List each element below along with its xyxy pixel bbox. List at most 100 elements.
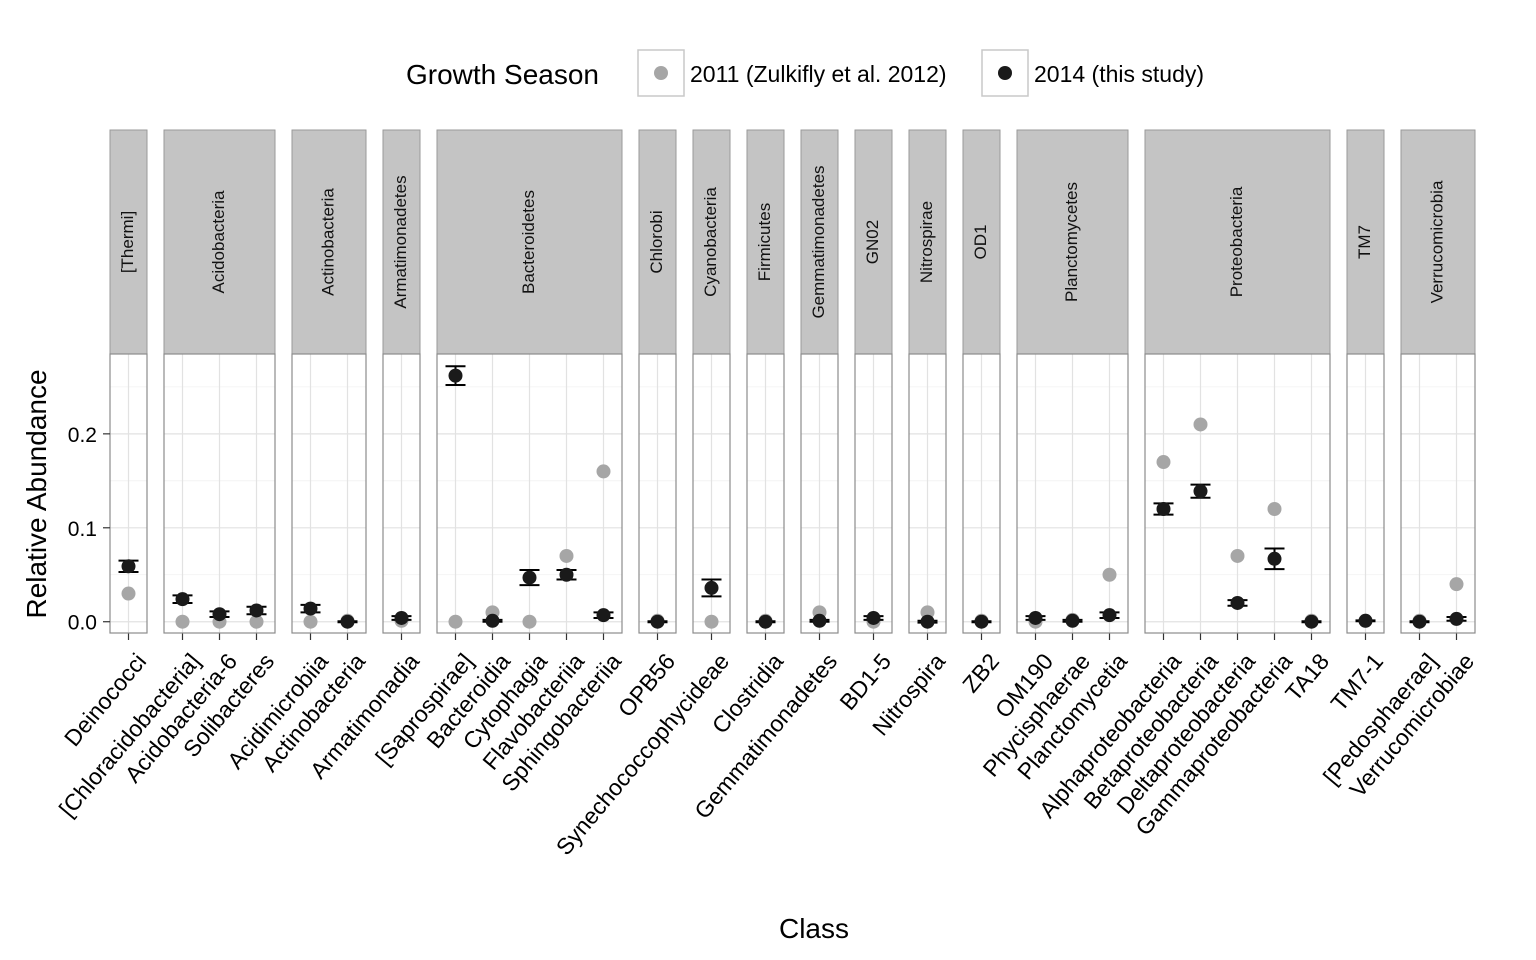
facet-panel: OD1 ZB2 [957,129,1004,697]
facet-strip [854,129,893,355]
point-2014 [1358,613,1373,628]
point-2011 [522,614,537,629]
facet-strip-label: Acidobacteria [209,190,228,294]
point-2014 [1304,614,1319,629]
panel-background [292,354,366,633]
panel-border [382,353,421,634]
facet-panel: [Thermi]Deinococci [59,129,151,751]
point-2014 [866,610,881,625]
point-2014 [1156,502,1171,516]
point-2014 [758,614,773,629]
legend-dot-2011 [654,66,668,80]
point-2014 [448,368,463,383]
facet-strip [908,129,947,355]
panel-border [908,353,947,634]
y-tick-label: 0.1 [68,518,97,541]
point-2014 [920,614,935,629]
facet-strip-label: Armatimonadetes [391,175,410,308]
facet-strip-label: OD1 [971,225,990,260]
point-2011 [1267,502,1282,516]
point-2014 [485,613,500,628]
facet-strip-label: Bacteroidetes [519,190,538,294]
point-2011 [704,614,719,629]
panel-border [291,353,367,634]
point-2014 [249,603,264,618]
point-2014 [1028,610,1043,625]
point-2011 [448,614,463,629]
facet-strip [382,129,421,355]
facet-strip-label: Nitrospirae [917,201,936,283]
y-tick-label: 0.2 [68,424,97,447]
point-2014 [175,592,190,607]
point-2011 [1102,567,1117,582]
legend-title: Growth Season [406,59,599,90]
facet-strip-label: Actinobacteria [318,188,337,296]
point-2011 [1156,455,1171,470]
point-2014 [596,608,611,623]
facet-strip-label: Planctomycetes [1062,182,1081,302]
point-2011 [175,614,190,629]
point-2011 [559,548,574,563]
point-2011 [596,464,611,479]
point-2014 [121,559,136,574]
facet-strip-label: Gemmatimonadetes [809,165,828,318]
legend-label-2014: 2014 (this study) [1034,61,1204,87]
panel-border [1144,353,1331,634]
point-2011 [1230,548,1245,563]
facet-strip [1016,129,1129,355]
panel-border [1400,353,1476,634]
point-2014 [1230,595,1245,610]
point-2011 [249,614,264,629]
panel-border [163,353,276,634]
facet-strip [436,129,623,355]
panel-border [746,353,785,634]
point-2011 [121,586,136,601]
facet-panels: [Thermi]DeinococciAcidobacteria[Chloraci… [54,129,1479,860]
facet-strip-label: GN02 [863,220,882,264]
point-2014 [394,610,409,625]
panel-background [1401,354,1475,633]
point-2011 [303,614,318,629]
panel-border [109,353,148,634]
facet-strip [800,129,839,355]
point-2014 [303,601,318,616]
legend-dot-2014 [998,66,1012,80]
facet-strip-label: TM7 [1355,225,1374,259]
facet-strip-label: Verrucomicrobia [1427,180,1446,303]
facet-strip-label: Proteobacteria [1227,186,1246,297]
y-tick-label: 0.0 [68,612,97,635]
facet-strip [1346,129,1385,355]
point-2014 [650,614,665,629]
facet-panel: PlanctomycetesOM190PhycisphaeraePlanctom… [977,129,1132,784]
point-2014 [1102,608,1117,623]
point-2014 [212,607,227,622]
facet-strip-label: [Thermi] [118,211,137,273]
facet-strip [746,129,785,355]
panel-border [692,353,731,634]
point-2014 [1193,484,1208,499]
panel-border [638,353,677,634]
point-2014 [522,570,537,585]
x-axis-title: Class [779,913,849,944]
legend: Growth Season 2011 (Zulkifly et al. 2012… [406,49,1204,97]
facet-strip [109,129,148,355]
panel-border [962,353,1001,634]
x-tick-label: ZB2 [957,648,1004,697]
panel-border [1016,353,1129,634]
point-2014 [1412,614,1427,629]
point-2011 [1449,577,1464,592]
point-2014 [812,613,827,628]
legend-label-2011: 2011 (Zulkifly et al. 2012) [690,61,947,87]
point-2014 [559,567,574,582]
point-2014 [1065,613,1080,628]
y-axis: 0.0 0.1 0.2 [68,424,110,635]
point-2014 [340,614,355,629]
facet-strip [638,129,677,355]
facet-strip [692,129,731,355]
panel-border [436,353,623,634]
facet-strip [962,129,1001,355]
facet-strip-label: Firmicutes [755,203,774,281]
point-2014 [704,580,719,595]
